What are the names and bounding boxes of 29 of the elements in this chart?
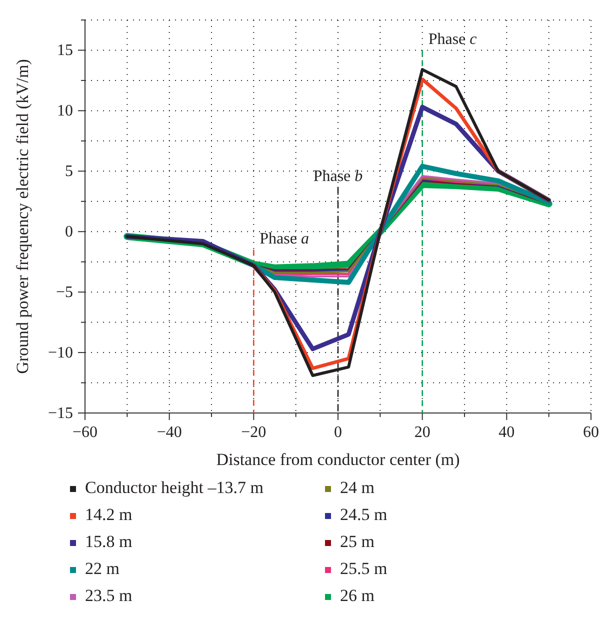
x-tick-label: −60 [72, 424, 98, 441]
y-axis-title: Ground power frequency electric field (kV/m) [13, 59, 32, 374]
ref-line-label: Phase c [428, 31, 477, 48]
x-axis-title: Distance from conductor center (m) [216, 450, 460, 469]
y-tick-label: 0 [65, 224, 73, 241]
y-tick-label: 15 [57, 42, 73, 60]
legend-label: 24.5 m [340, 505, 388, 524]
x-tick-label: 60 [583, 424, 599, 441]
ref-line-label: Phase b [313, 168, 363, 185]
y-tick-label: −15 [48, 405, 73, 422]
legend-label: 26 m [340, 586, 374, 605]
legend-label: 25.5 m [340, 559, 388, 578]
x-tick-label: 40 [498, 424, 515, 441]
legend-label: 23.5 m [85, 586, 132, 605]
y-tick-label: 5 [65, 163, 73, 180]
y-tick-label: −5 [56, 284, 73, 302]
ref-line-label: Phase a [260, 230, 309, 248]
legend-label: 24 m [340, 478, 374, 497]
legend-label: Conductor height –13.7 m [85, 478, 264, 497]
legend-label: 25 m [340, 532, 374, 551]
legend-label: 22 m [85, 559, 120, 578]
legend-label: 15.8 m [85, 532, 132, 551]
y-tick-label: 10 [57, 102, 73, 120]
y-tick-label: −10 [48, 344, 73, 362]
x-tick-label: −20 [241, 424, 266, 441]
x-tick-label: 0 [334, 424, 342, 441]
x-tick-label: 20 [414, 424, 430, 441]
legend-label: 14.2 m [85, 505, 132, 524]
x-tick-label: −40 [156, 424, 182, 441]
